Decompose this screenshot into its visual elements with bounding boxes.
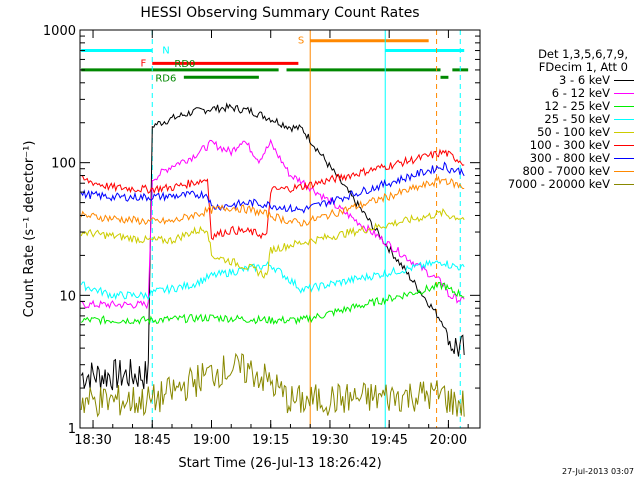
legend-label: 300 - 800 keV: [529, 151, 610, 165]
legend: Det 1,3,5,6,7,9, FDecim 1, Att 0 3 - 6 k…: [484, 48, 634, 191]
legend-swatch: [614, 80, 634, 81]
legend-swatch: [614, 158, 634, 159]
series-line-7: [80, 175, 465, 227]
observing-state-bars: N F S RD0 RD6: [81, 36, 469, 84]
x-tick-label: 19:30: [311, 433, 348, 448]
y-tick-label: 100: [51, 157, 76, 172]
series-group: [80, 102, 465, 418]
transition-lines: [151, 30, 461, 428]
legend-swatch: [614, 171, 634, 172]
legend-label: 50 - 100 keV: [537, 125, 610, 139]
legend-entry: 800 - 7000 keV: [484, 165, 634, 178]
series-line-0: [80, 102, 465, 391]
legend-label: 7000 - 20000 keV: [507, 177, 610, 191]
state-bar-label: RD0: [174, 59, 195, 70]
series-line-5: [80, 148, 465, 241]
legend-swatch: [614, 119, 634, 120]
x-tick-label: 19:45: [370, 433, 407, 448]
timestamp: 27-Jul-2013 03:07: [561, 467, 634, 476]
legend-label: 100 - 300 keV: [529, 138, 610, 152]
legend-swatch: [614, 106, 634, 107]
series-line-3: [80, 259, 465, 301]
series-line-6: [80, 161, 465, 214]
legend-swatch: [614, 145, 634, 146]
legend-label: 25 - 50 keV: [544, 112, 610, 126]
series-line-8: [80, 352, 465, 418]
series-line-4: [80, 207, 465, 279]
x-tick-label: 18:30: [74, 433, 111, 448]
legend-label: 800 - 7000 keV: [522, 164, 610, 178]
x-axis-label: Start Time (26-Jul-13 18:26:42): [178, 456, 381, 471]
legend-entry: 12 - 25 keV: [484, 100, 634, 113]
legend-entry: 25 - 50 keV: [484, 113, 634, 126]
legend-entry: 6 - 12 keV: [484, 87, 634, 100]
state-bar-label: S: [298, 36, 304, 47]
legend-swatch: [614, 93, 634, 94]
x-tick-label: 19:00: [193, 433, 230, 448]
legend-header-line-1: Det 1,3,5,6,7,9,: [538, 47, 628, 61]
state-bar-label: N: [162, 46, 169, 57]
legend-label: 3 - 6 keV: [559, 73, 610, 87]
state-bar-label: RD6: [155, 73, 176, 84]
legend-entry: 3 - 6 keV: [484, 74, 634, 87]
y-tick-label: 1000: [43, 24, 76, 39]
legend-entry: 100 - 300 keV: [484, 139, 634, 152]
series-line-2: [80, 281, 465, 326]
legend-label: 6 - 12 keV: [551, 86, 610, 100]
legend-entry: 7000 - 20000 keV: [484, 178, 634, 191]
y-tick-label: 10: [59, 289, 76, 304]
legend-entry: 50 - 100 keV: [484, 126, 634, 139]
legend-header-line-2: FDecim 1, Att 0: [538, 60, 628, 74]
legend-swatch: [614, 184, 634, 185]
series-line-1: [80, 138, 465, 310]
legend-entry: 300 - 800 keV: [484, 152, 634, 165]
x-tick-label: 20:00: [430, 433, 467, 448]
y-axis-label: Count Rate (s⁻¹ detector⁻¹): [22, 141, 37, 318]
x-tick-label: 18:45: [134, 433, 171, 448]
plot-frame: [79, 29, 481, 429]
state-bar-label: F: [140, 58, 146, 69]
y-tick-label: 1: [68, 422, 76, 437]
legend-swatch: [614, 132, 634, 133]
legend-label: 12 - 25 keV: [544, 99, 610, 113]
chart-title: HESSI Observing Summary Count Rates: [140, 5, 419, 21]
x-tick-label: 19:15: [252, 433, 289, 448]
